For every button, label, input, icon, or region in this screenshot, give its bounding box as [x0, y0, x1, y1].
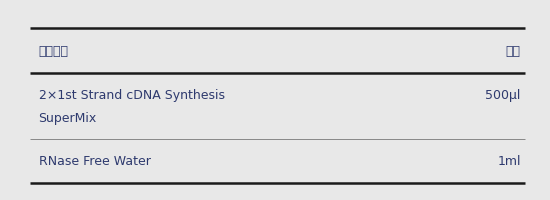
- Text: RNase Free Water: RNase Free Water: [39, 155, 150, 167]
- Text: 产品组成: 产品组成: [39, 45, 69, 58]
- Text: SuperMix: SuperMix: [39, 112, 97, 124]
- Text: 1ml: 1ml: [497, 155, 521, 167]
- Text: 500μl: 500μl: [486, 89, 521, 101]
- Text: 体积: 体积: [506, 45, 521, 58]
- Text: 2×1st Strand cDNA Synthesis: 2×1st Strand cDNA Synthesis: [39, 89, 224, 101]
